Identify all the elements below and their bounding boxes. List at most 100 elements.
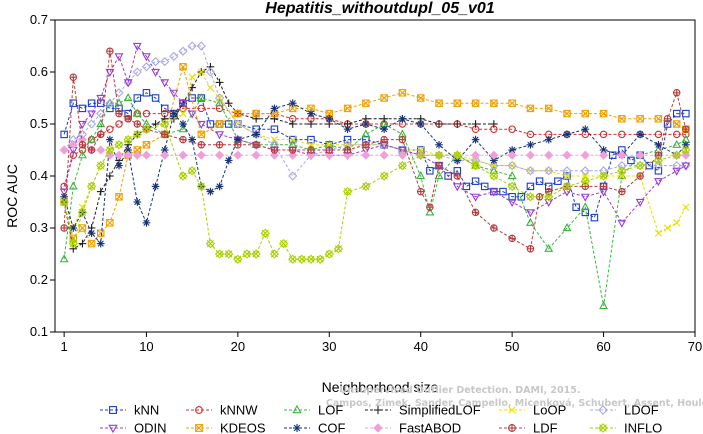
- data-point: [672, 139, 682, 148]
- data-point: [179, 63, 187, 71]
- data-point: [178, 46, 188, 56]
- data-point: [96, 187, 105, 196]
- data-point: [114, 88, 124, 98]
- data-point: [195, 424, 203, 432]
- data-point: [59, 197, 69, 207]
- data-point: [68, 140, 78, 150]
- data-point: [96, 119, 106, 128]
- data-point: [435, 140, 443, 149]
- legend-label: ODIN: [134, 421, 167, 434]
- data-point: [205, 238, 216, 249]
- legend-label: COF: [318, 421, 346, 434]
- data-point: [544, 198, 554, 207]
- data-point: [562, 150, 572, 160]
- data-point: [69, 244, 78, 253]
- data-point: [206, 84, 215, 92]
- x-tick-label: 70: [688, 339, 702, 354]
- data-point: [160, 119, 170, 129]
- data-point: [598, 423, 608, 433]
- legend-item: INFLO: [590, 421, 662, 434]
- data-point: [654, 130, 663, 139]
- data-point: [242, 249, 252, 259]
- data-point: [160, 56, 170, 67]
- data-point: [106, 172, 114, 180]
- data-point: [215, 131, 225, 140]
- data-point: [206, 62, 215, 71]
- data-point: [307, 120, 315, 128]
- data-point: [269, 249, 280, 259]
- data-point: [416, 150, 426, 160]
- data-point: [618, 115, 626, 123]
- data-point: [435, 161, 443, 170]
- data-point: [109, 406, 117, 414]
- data-point: [471, 135, 480, 144]
- legend-item: KDEOS: [186, 421, 266, 434]
- data-point: [288, 120, 297, 128]
- series-line: [63, 51, 687, 250]
- data-point: [480, 182, 489, 191]
- x-tick-label: 50: [505, 339, 519, 354]
- legend-item: COF: [284, 421, 346, 434]
- data-point: [362, 99, 370, 107]
- data-point: [132, 129, 142, 140]
- data-point: [133, 94, 142, 102]
- data-point: [544, 192, 554, 202]
- data-point: [581, 125, 590, 134]
- data-point: [580, 202, 590, 211]
- data-point: [132, 42, 142, 51]
- y-axis-label: ROC AUC: [4, 164, 20, 228]
- data-point: [215, 120, 224, 128]
- data-point: [160, 104, 169, 113]
- data-point: [278, 238, 289, 249]
- data-point: [86, 181, 97, 192]
- series-line: [63, 107, 686, 187]
- legend-item: LOF: [284, 403, 343, 418]
- data-point: [471, 208, 480, 217]
- data-point: [525, 209, 535, 218]
- data-point: [379, 150, 389, 160]
- data-point: [142, 109, 151, 118]
- x-tick-label: 20: [231, 339, 245, 354]
- data-point: [87, 146, 96, 154]
- data-point: [160, 130, 169, 139]
- data-point: [435, 120, 443, 128]
- data-point: [269, 150, 279, 160]
- data-point: [653, 178, 663, 187]
- data-point: [525, 217, 535, 226]
- data-point: [416, 171, 426, 180]
- data-point: [398, 89, 407, 97]
- data-point: [133, 198, 142, 206]
- data-point: [160, 79, 170, 88]
- data-point: [508, 125, 516, 133]
- data-point: [324, 249, 334, 259]
- legend-item: LoOP: [499, 403, 566, 418]
- data-point: [106, 125, 114, 133]
- data-point: [115, 120, 123, 128]
- data-point: [590, 213, 599, 222]
- data-point: [179, 135, 187, 144]
- data-point: [297, 254, 307, 264]
- data-point: [141, 124, 152, 134]
- data-point: [96, 130, 105, 139]
- data-point: [141, 150, 151, 160]
- data-point: [471, 150, 481, 160]
- data-point: [525, 192, 536, 202]
- data-point: [526, 104, 535, 113]
- data-point: [178, 171, 188, 181]
- legend-label: LDOF: [624, 403, 659, 418]
- data-point: [123, 93, 133, 102]
- data-point: [87, 229, 96, 238]
- data-point: [617, 150, 627, 160]
- data-point: [87, 239, 96, 248]
- data-point: [132, 108, 142, 117]
- data-point: [599, 146, 608, 154]
- data-point: [508, 424, 516, 432]
- legend-item: SimplifiedLOF: [365, 403, 481, 418]
- data-point: [270, 114, 279, 123]
- data-point: [270, 136, 279, 144]
- data-point: [507, 198, 517, 207]
- series-line: [63, 138, 686, 156]
- data-point: [397, 160, 408, 171]
- data-point: [60, 130, 68, 139]
- data-point: [426, 203, 434, 211]
